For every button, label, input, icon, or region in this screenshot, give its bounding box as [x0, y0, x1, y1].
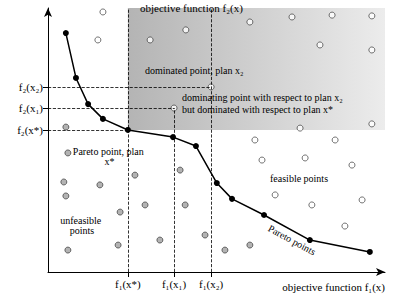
svg-text:objective function f₂(x): objective function f₂(x) — [140, 2, 243, 15]
svg-text:unfeasible: unfeasible — [60, 214, 104, 226]
svg-text:Pareto point, plan: Pareto point, plan — [72, 145, 147, 157]
svg-text:f₁(x*): f₁(x*) — [115, 278, 141, 291]
svg-text:but dominated with respect to: but dominated with respect to plan x* — [182, 104, 333, 115]
svg-text:f₂(x₁): f₂(x₁) — [19, 102, 43, 115]
svg-text:objective function f₁(x): objective function f₁(x) — [282, 281, 385, 294]
svg-text:f₂(x*): f₂(x*) — [17, 124, 43, 137]
svg-text:f₂(x₂): f₂(x₂) — [19, 81, 43, 94]
svg-text:feasible points: feasible points — [270, 173, 328, 184]
svg-text:Pareto points: Pareto points — [266, 223, 317, 258]
svg-text:dominated point, plan x₂: dominated point, plan x₂ — [145, 65, 243, 76]
svg-text:dominating point with respect: dominating point with respect to plan x₂ — [182, 92, 343, 103]
svg-text:points: points — [70, 225, 95, 236]
svg-text:f₁(x₂): f₁(x₂) — [199, 278, 223, 291]
svg-text:x*: x* — [105, 156, 115, 167]
svg-text:f₁(x₁): f₁(x₁) — [162, 278, 186, 291]
